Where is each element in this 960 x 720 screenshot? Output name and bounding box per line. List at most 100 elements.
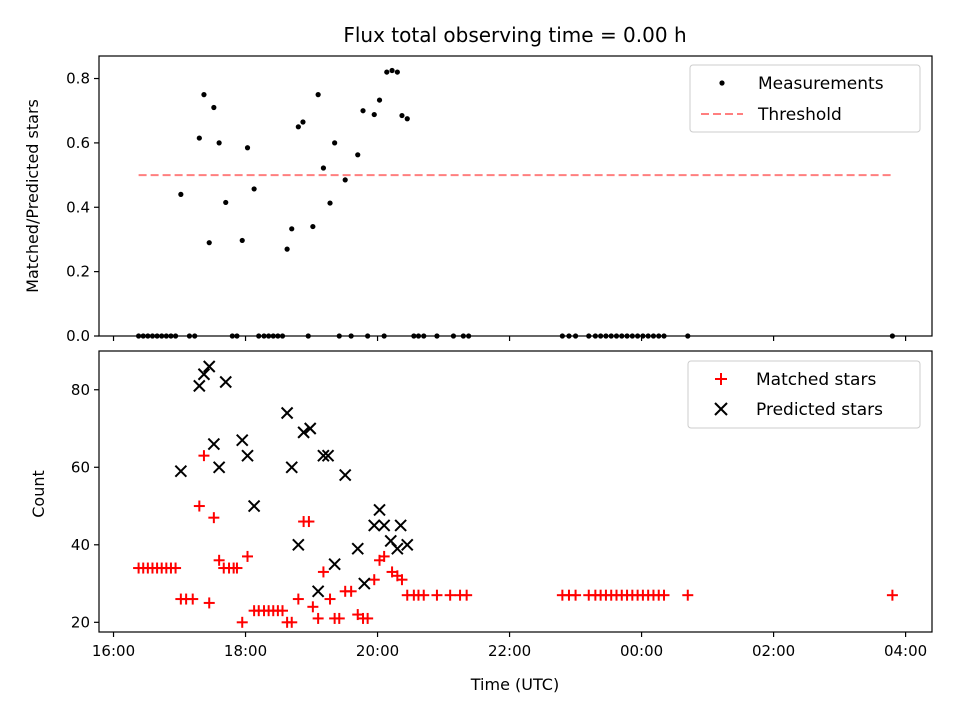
measurement-point (192, 333, 198, 339)
top-x-ticks (112, 336, 907, 341)
measurement-point (650, 333, 657, 339)
predicted-star-point (297, 426, 310, 439)
matched-star-point (886, 589, 898, 601)
measurement-point (234, 333, 240, 339)
legend-measurements-label: Measurements (758, 74, 884, 94)
matched-star-point (193, 500, 205, 512)
measurement-point (154, 333, 160, 339)
measurement-point (592, 333, 598, 339)
measurement-point (159, 333, 165, 339)
measurement-point (145, 333, 151, 339)
matched-star-point (345, 585, 357, 597)
predicted-star-point (394, 519, 407, 532)
measurement-point (172, 333, 179, 339)
xtick-label: 20:00 (356, 642, 399, 660)
measurement-point (266, 333, 272, 339)
measurement-point (365, 333, 371, 339)
measurement-point (371, 111, 377, 118)
measurement-point (168, 333, 174, 339)
bottom-ytick-label: 40 (71, 536, 90, 554)
measurement-point (415, 333, 422, 339)
matched-stars-series (133, 450, 898, 628)
measurement-point (421, 333, 427, 339)
measurement-point (300, 119, 306, 125)
measurement-point (315, 92, 321, 98)
legend-predicted-label: Predicted stars (756, 400, 883, 420)
matched-star-point (203, 597, 215, 609)
measurement-point (460, 333, 466, 339)
measurement-point (434, 333, 440, 339)
top-y-axis-label: Matched/Predicted stars (23, 99, 42, 293)
predicted-star-point (338, 468, 352, 482)
measurement-point (229, 333, 235, 339)
measurement-point (239, 237, 245, 244)
matched-star-point (570, 589, 582, 601)
matched-star-point (312, 612, 324, 624)
measurement-point (889, 333, 895, 339)
matched-star-point (303, 516, 315, 528)
measurement-point (206, 240, 212, 246)
measurement-point (394, 69, 400, 75)
measurement-point (566, 333, 572, 339)
bottom-y-axis-label: Count (29, 470, 48, 518)
legend-threshold-label: Threshold (757, 105, 842, 125)
matched-star-point (208, 512, 220, 524)
predicted-star-point (197, 368, 211, 381)
predicted-star-point (391, 542, 404, 555)
predicted-star-point (351, 542, 364, 555)
measurement-point (336, 333, 342, 339)
measurement-point (211, 104, 217, 111)
measurement-point (376, 97, 383, 103)
measurement-point (251, 186, 257, 192)
xtick-label: 16:00 (92, 642, 135, 660)
matched-star-point (682, 589, 694, 601)
measurement-point (411, 333, 417, 339)
measurements-series (136, 67, 895, 339)
bottom-y-ticks: 20 40 60 80 (71, 381, 99, 631)
predicted-star-point (373, 503, 386, 517)
measurement-point (310, 223, 316, 230)
measurement-point (327, 200, 333, 206)
measurement-point (613, 333, 620, 339)
top-y-ticks: 0.0 0.2 0.4 0.6 0.8 (66, 70, 99, 345)
predicted-star-point (358, 577, 371, 590)
legend-matched-label: Matched stars (756, 370, 876, 390)
matched-star-point (213, 554, 225, 566)
measurement-point (389, 67, 395, 74)
predicted-star-point (377, 519, 391, 532)
matched-star-point (444, 589, 456, 601)
measurement-point (624, 333, 630, 339)
matched-star-point (658, 589, 670, 601)
measurement-point (608, 333, 614, 339)
predicted-star-point (219, 375, 232, 389)
top-ytick-label: 0.6 (66, 134, 90, 152)
measurement-point (270, 333, 276, 339)
matched-star-point (286, 616, 298, 628)
measurement-point (261, 333, 267, 339)
top-legend-frame (689, 64, 921, 133)
predicted-star-point (247, 499, 261, 513)
matched-star-point (317, 566, 329, 578)
bottom-ytick-label: 80 (71, 381, 90, 399)
measurement-point (598, 333, 604, 339)
predicted-star-point (174, 464, 188, 478)
predicted-star-point (311, 585, 325, 598)
measurement-point (342, 177, 348, 183)
measurement-point (136, 333, 142, 339)
predicted-star-point (292, 538, 305, 552)
measurement-point (201, 92, 207, 98)
measurement-point (572, 333, 579, 339)
measurement-point (404, 116, 410, 122)
matched-star-point (378, 550, 390, 562)
matched-star-point (198, 450, 210, 462)
measurement-point (603, 333, 609, 339)
matched-star-point (276, 605, 288, 617)
measurement-point (635, 333, 641, 339)
predicted-star-point (207, 437, 221, 451)
measurement-point (244, 145, 251, 151)
measurement-point (196, 135, 202, 141)
top-legend: Measurements Threshold (689, 64, 921, 133)
measurement-point (586, 333, 592, 339)
measurement-point (661, 333, 667, 339)
top-ytick-label: 0.0 (66, 327, 90, 345)
